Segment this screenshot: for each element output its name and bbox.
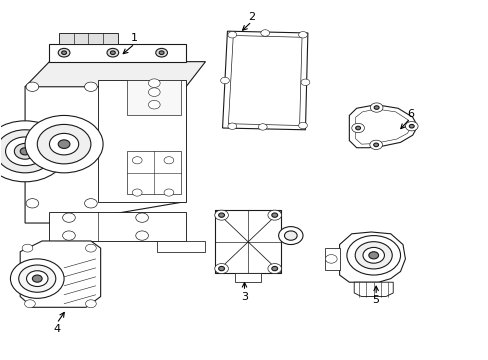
Circle shape (14, 143, 36, 159)
Circle shape (218, 213, 224, 217)
Circle shape (362, 247, 384, 263)
Circle shape (267, 264, 281, 274)
Circle shape (163, 157, 173, 164)
Circle shape (214, 264, 228, 274)
Circle shape (32, 275, 42, 282)
Circle shape (325, 255, 336, 263)
Polygon shape (353, 282, 392, 297)
Polygon shape (325, 248, 339, 270)
Circle shape (25, 116, 103, 173)
Polygon shape (127, 80, 181, 116)
Circle shape (19, 265, 56, 292)
Text: 1: 1 (131, 33, 138, 43)
Circle shape (227, 123, 236, 130)
Circle shape (408, 125, 413, 128)
Circle shape (351, 123, 364, 133)
Circle shape (107, 48, 119, 57)
Circle shape (84, 82, 97, 91)
Circle shape (26, 199, 39, 208)
Circle shape (132, 157, 142, 164)
Circle shape (271, 213, 277, 217)
Circle shape (298, 32, 307, 38)
Circle shape (260, 30, 269, 36)
Circle shape (163, 189, 173, 196)
Circle shape (26, 82, 39, 91)
Circle shape (0, 121, 66, 182)
Circle shape (214, 210, 228, 220)
Text: 2: 2 (248, 12, 255, 22)
Circle shape (132, 189, 142, 196)
Circle shape (156, 48, 167, 57)
Circle shape (84, 199, 97, 208)
Circle shape (10, 259, 64, 298)
Circle shape (373, 143, 378, 147)
Polygon shape (49, 212, 185, 241)
Circle shape (369, 140, 382, 149)
Circle shape (37, 125, 91, 164)
Circle shape (355, 126, 360, 130)
Polygon shape (98, 80, 185, 202)
Circle shape (159, 51, 163, 54)
Circle shape (136, 231, 148, 240)
Circle shape (373, 106, 378, 109)
Circle shape (58, 140, 70, 148)
Circle shape (26, 271, 48, 287)
Circle shape (110, 51, 115, 54)
Circle shape (220, 77, 229, 84)
Circle shape (49, 134, 79, 155)
Circle shape (61, 51, 66, 54)
Circle shape (22, 244, 33, 252)
Circle shape (284, 231, 297, 240)
Circle shape (148, 79, 160, 87)
Circle shape (85, 244, 96, 252)
Circle shape (271, 266, 277, 271)
Text: 5: 5 (372, 295, 379, 305)
Polygon shape (228, 36, 302, 126)
Circle shape (301, 79, 309, 86)
Circle shape (62, 213, 75, 222)
Circle shape (227, 32, 236, 38)
Circle shape (5, 137, 44, 166)
Circle shape (354, 242, 391, 269)
Circle shape (258, 124, 266, 130)
Polygon shape (20, 241, 101, 307)
Circle shape (218, 266, 224, 271)
Polygon shape (49, 44, 185, 62)
Circle shape (346, 235, 400, 275)
Circle shape (62, 231, 75, 240)
Circle shape (0, 130, 54, 173)
Circle shape (24, 300, 35, 308)
Polygon shape (157, 241, 205, 252)
Polygon shape (215, 211, 281, 273)
Circle shape (58, 48, 70, 57)
Circle shape (298, 122, 307, 129)
Circle shape (267, 210, 281, 220)
Polygon shape (59, 33, 118, 44)
Circle shape (368, 252, 378, 259)
Text: 6: 6 (406, 109, 413, 119)
Text: 3: 3 (241, 292, 247, 302)
Circle shape (148, 100, 160, 109)
Polygon shape (235, 273, 261, 282)
Circle shape (278, 226, 303, 244)
Circle shape (136, 213, 148, 222)
Polygon shape (348, 105, 417, 148)
Polygon shape (25, 65, 185, 223)
Circle shape (148, 88, 160, 96)
Circle shape (20, 148, 30, 155)
Text: 4: 4 (53, 324, 60, 334)
Polygon shape (355, 109, 411, 144)
Circle shape (369, 103, 382, 112)
Polygon shape (25, 62, 205, 87)
Polygon shape (339, 232, 405, 282)
Polygon shape (127, 151, 181, 194)
Circle shape (405, 122, 417, 131)
Polygon shape (222, 31, 307, 130)
Circle shape (85, 300, 96, 308)
